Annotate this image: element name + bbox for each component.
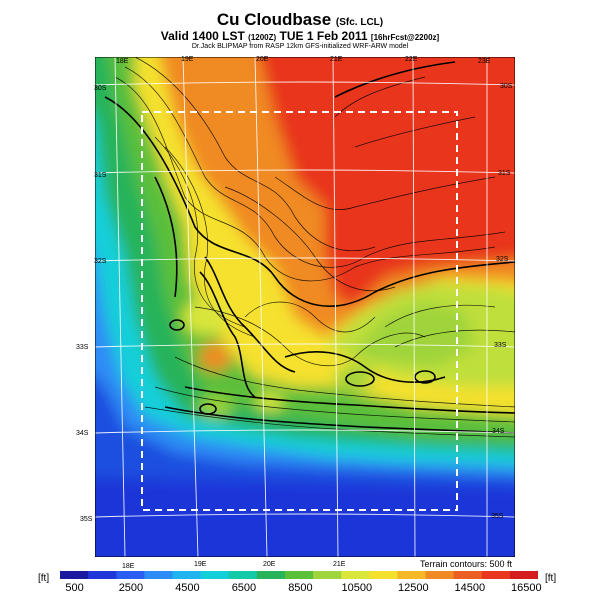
colorbar xyxy=(60,571,538,579)
colorbar-tick-label: 10500 xyxy=(341,582,373,594)
colorbar-unit-left: [ft] xyxy=(38,573,50,584)
lon-top-label: 18E xyxy=(116,58,129,65)
colorbar-tick-label: 12500 xyxy=(398,582,429,594)
colorbar-unit-right: [ft] xyxy=(545,573,557,584)
colorbar-swatch xyxy=(200,571,230,579)
lat-right-label: 34S xyxy=(492,428,505,435)
lat-right-label: 33S xyxy=(494,342,507,349)
lat-left-label: 33S xyxy=(76,344,89,351)
colorbar-tick-label: 8500 xyxy=(288,582,313,594)
lon-bottom-label: 20E xyxy=(263,561,276,568)
colorbar-tick-label: 2500 xyxy=(118,582,144,594)
colorbar-tick-label: 500 xyxy=(65,582,84,594)
colorbar-swatch xyxy=(453,571,483,579)
lat-right-label: 32S xyxy=(496,256,509,263)
colorbar-swatch xyxy=(60,571,89,579)
lon-top-label: 22E xyxy=(405,56,418,63)
lat-right-label: 35S xyxy=(491,513,504,520)
lat-left-label: 34S xyxy=(76,430,89,437)
colorbar-tick-label: 4500 xyxy=(175,582,200,594)
colorbar-swatch xyxy=(481,571,511,579)
lon-bottom-label: 18E xyxy=(122,563,135,570)
colorbar-swatch xyxy=(509,571,538,579)
colorbar-swatch xyxy=(369,571,398,579)
lon-top-label: 21E xyxy=(330,56,343,63)
lat-left-label: 31S xyxy=(94,172,107,179)
colorbar-swatch xyxy=(144,571,173,579)
colorbar-swatch xyxy=(88,571,117,579)
colorbar-swatch xyxy=(284,571,314,579)
colorbar-tick-label: 14500 xyxy=(454,582,486,594)
terrain-contours-note: Terrain contours: 500 ft xyxy=(419,559,512,569)
colorbar-swatch xyxy=(256,571,286,579)
colorbar-swatch xyxy=(341,571,370,579)
lat-right-label: 31S xyxy=(498,170,511,177)
lat-right-label: 30S xyxy=(500,83,513,90)
cloudbase-map xyxy=(95,57,515,557)
colorbar-tick-label: 16500 xyxy=(511,582,542,594)
lon-bottom-label: 19E xyxy=(194,561,207,568)
valid-time: Valid 1400 LST (1200Z) TUE 1 Feb 2011 [1… xyxy=(160,29,440,43)
inner-domain-box xyxy=(141,111,458,511)
chart-title: Cu Cloudbase (Sfc. LCL) xyxy=(216,10,384,29)
colorbar-swatch xyxy=(313,571,342,579)
lat-left-label: 30S xyxy=(94,85,107,92)
lon-top-label: 23E xyxy=(478,58,491,65)
model-credit: Dr.Jack BLIPMAP from RASP 12km GFS-initi… xyxy=(191,43,409,50)
colorbar-swatch xyxy=(425,571,455,579)
lon-bottom-label: 21E xyxy=(333,561,346,568)
lon-top-label: 20E xyxy=(256,56,269,63)
lat-left-label: 35S xyxy=(80,516,93,523)
lon-top-label: 19E xyxy=(181,56,194,63)
colorbar-swatch xyxy=(228,571,258,579)
colorbar-swatch xyxy=(116,571,145,579)
colorbar-swatch xyxy=(397,571,427,579)
colorbar-swatch xyxy=(172,571,202,579)
lat-left-label: 32S xyxy=(94,258,107,265)
colorbar-tick-label: 6500 xyxy=(231,582,257,594)
